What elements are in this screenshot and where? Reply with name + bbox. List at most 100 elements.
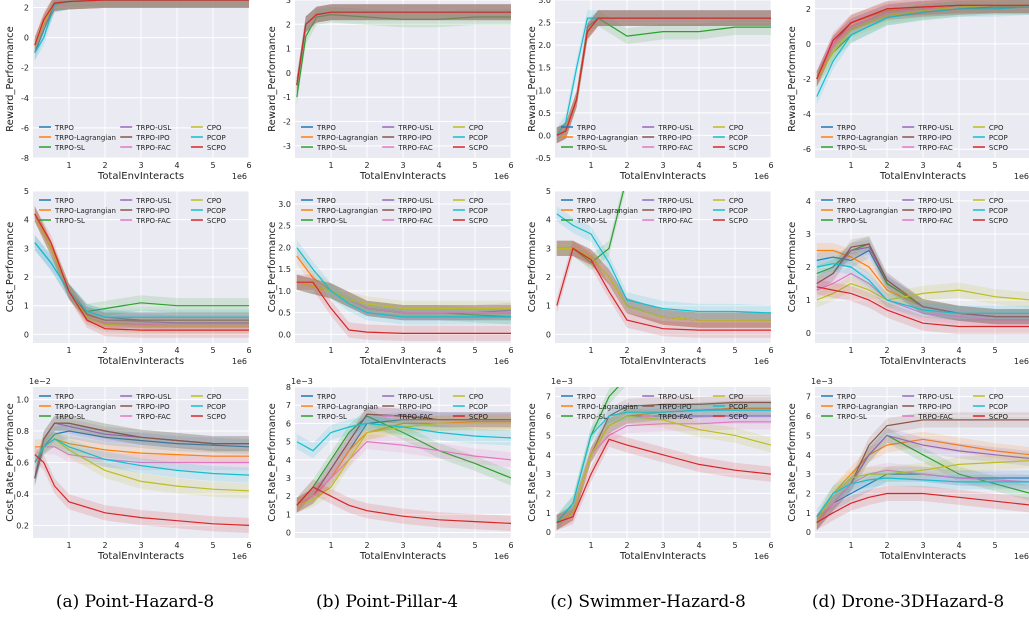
y-tick-label: 1 — [286, 45, 291, 54]
x-multiplier-label: 1e6 — [754, 172, 769, 181]
series-group — [34, 0, 249, 61]
x-tick-label: 4 — [956, 541, 961, 550]
series-band-trpo-lagrangian — [296, 4, 511, 93]
y-tick-label: 0 — [286, 529, 291, 538]
x-tick-label: 5 — [992, 541, 997, 550]
series-band-trpo-usl — [556, 240, 771, 328]
x-tick-label: 5 — [992, 161, 997, 170]
caption-d: (d) Drone-3DHazard-8 — [811, 592, 1005, 612]
legend-entry-trpo-fac: TRPO-FAC — [917, 217, 953, 225]
y-tick-label: 0 — [806, 528, 811, 537]
y-tick-label: 0.2 — [16, 521, 29, 530]
y-tick-label: 2 — [806, 5, 811, 14]
legend-entry-trpo-fac: TRPO-FAC — [397, 217, 433, 225]
series-band-scpo — [556, 431, 771, 531]
y-tick-label: -6 — [21, 124, 29, 133]
x-tick-label: 2 — [624, 346, 629, 355]
x-multiplier-label: 1e6 — [494, 172, 509, 181]
series-line-scpo — [816, 492, 1029, 524]
legend: TRPO TRPO-Lagrangian TRPO-SL TRPO-USL TRPO-I… — [821, 393, 1008, 421]
series-band-cpo — [556, 10, 771, 144]
series-band-cpo — [816, 0, 1029, 87]
series-group — [296, 239, 511, 341]
x-tick-label: 3 — [400, 541, 405, 550]
y-tick-label: -2 — [21, 64, 29, 73]
series-band-trpo-lagrangian — [816, 431, 1029, 531]
x-tick-label: 6 — [768, 161, 773, 170]
series-band-trpo-lagrangian — [556, 240, 771, 328]
chart-panel-point-hazard-8-cost-rate: 1 2 3 4 5 6 0.2 0.4 0.6 0.8 1.0 TotalEnvInteracts Co… — [5, 377, 252, 562]
y-tick-label: 3 — [286, 474, 291, 483]
series-band-pcop — [34, 0, 249, 61]
x-tick-label: 4 — [436, 541, 441, 550]
series-group — [34, 415, 249, 533]
legend-entry-trpo-usl: TRPO-USL — [135, 124, 171, 132]
legend-entry-trpo-lagrangian: TRPO-Lagrangian — [576, 403, 638, 411]
series-line-scpo — [34, 0, 249, 46]
chart-panel-point-pillar-4-cost: 1 2 3 4 5 6 0.0 0.5 1.0 1.5 2.0 2.5 3.0 TotalEnvInter… — [267, 191, 514, 367]
legend-entry-cpo: CPO — [729, 197, 744, 205]
x-tick-label: 4 — [174, 541, 179, 550]
legend-entry-cpo: CPO — [207, 124, 222, 132]
legend-entry-trpo-usl: TRPO-USL — [135, 197, 171, 205]
legend-entry-trpo: TRPO — [836, 393, 856, 401]
series-band-trpo-ipo — [816, 0, 1029, 87]
y-tick-label: 0.5 — [278, 309, 291, 318]
x-tick-label: 5 — [992, 346, 997, 355]
legend-entry-trpo: TRPO — [316, 197, 336, 205]
series-band-pcop — [296, 239, 511, 325]
y-multiplier-label: 1e−3 — [291, 377, 313, 386]
legend-entry-pcop: PCOP — [729, 207, 748, 215]
legend-entry-cpo: CPO — [207, 393, 222, 401]
series-band-trpo — [556, 400, 771, 531]
legend-entry-trpo-sl: TRPO-SL — [54, 217, 85, 225]
legend-entry-trpo-sl: TRPO-SL — [836, 217, 867, 225]
x-multiplier-label: 1e6 — [754, 357, 769, 366]
x-axis-label: TotalEnvInteracts — [97, 171, 184, 182]
legend-entry-trpo-sl: TRPO-SL — [836, 144, 867, 152]
series-line-cpo — [556, 247, 771, 321]
x-axis-label: TotalEnvInteracts — [879, 356, 966, 367]
chart-panel-drone-3dhazard-8-cost: 12345601234TotalEnvInteractsCost_Perform… — [787, 191, 1029, 367]
series-band-cpo — [34, 431, 249, 499]
x-tick-label: 5 — [210, 541, 215, 550]
y-tick-label: 4 — [286, 456, 291, 465]
legend: TRPO TRPO-Lagrangian TRPO-SL TRPO-USL TRPO-I… — [39, 124, 226, 152]
legend-entry-trpo-usl: TRPO-USL — [917, 197, 953, 205]
x-tick-label: 1 — [328, 346, 333, 355]
legend-entry-cpo: CPO — [989, 197, 1004, 205]
x-tick-label: 2 — [624, 541, 629, 550]
x-tick-label: 2 — [884, 541, 889, 550]
y-axis-label: Reward_Performance — [267, 26, 278, 132]
y-tick-label: 1 — [806, 296, 811, 305]
series-line-cpo — [34, 0, 249, 46]
y-tick-label: 0 — [806, 40, 811, 49]
series-line-pcop — [816, 263, 1029, 314]
y-tick-label: 1.0 — [278, 287, 291, 296]
series-line-cpo — [296, 281, 511, 309]
y-tick-label: -1 — [283, 93, 291, 102]
y-multiplier-label: 1e−3 — [551, 377, 573, 386]
x-tick-label: 2 — [624, 161, 629, 170]
x-multiplier-label: 1e6 — [232, 172, 247, 181]
y-tick-label: 3 — [286, 0, 291, 5]
legend: TRPO TRPO-Lagrangian TRPO-SL TRPO-USL TRPO-I… — [561, 393, 748, 421]
y-tick-label: 4 — [546, 451, 551, 460]
y-tick-label: 3 — [24, 244, 29, 253]
legend-entry-trpo-fac: TRPO-FAC — [657, 217, 693, 225]
series-band-trpo-fac — [556, 240, 771, 328]
legend-entry-trpo-fac: TRPO-FAC — [657, 413, 693, 421]
legend-entry-trpo-ipo: TRPO-IPO — [135, 403, 170, 411]
series-line-scpo — [816, 286, 1029, 328]
y-tick-label: 6 — [806, 412, 811, 421]
y-tick-label: -4 — [21, 94, 29, 103]
series-band-trpo-usl — [34, 206, 249, 331]
y-tick-label: 3 — [806, 470, 811, 479]
y-axis-label: Cost_Performance — [5, 222, 16, 313]
series-band-trpo-fac — [816, 0, 1029, 87]
legend-entry-trpo-lagrangian: TRPO-Lagrangian — [316, 207, 378, 215]
legend-entry-trpo-ipo: TRPO-IPO — [917, 403, 952, 411]
series-band-cpo — [34, 206, 249, 334]
series-band-trpo — [34, 0, 249, 61]
y-tick-label: 7 — [806, 393, 811, 402]
